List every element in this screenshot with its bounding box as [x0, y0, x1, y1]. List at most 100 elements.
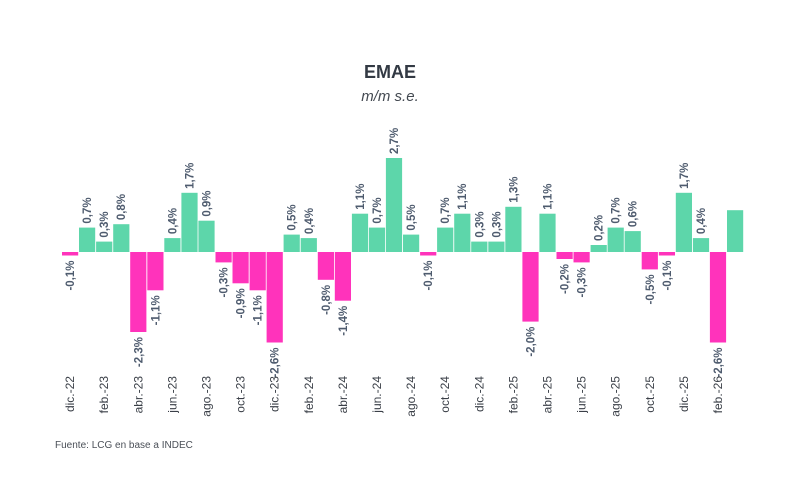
data-label: 1,7% [679, 163, 691, 189]
bar-jun.-24 [368, 227, 386, 252]
bar-feb.-26 [709, 252, 727, 343]
data-label: 0,9% [202, 190, 214, 216]
x-tick-label: feb.-23 [97, 376, 111, 414]
data-label: -1,4% [338, 306, 350, 336]
x-tick-label: abr.-25 [541, 376, 555, 414]
x-tick-label: dic.-25 [677, 376, 691, 412]
bar-may.-23 [147, 252, 164, 291]
bar-dic.-23 [266, 252, 283, 343]
data-label: 0,7% [82, 197, 94, 223]
bar-mar.-24 [317, 252, 334, 280]
bar-mar.-25 [522, 252, 539, 322]
bar-ago.-23 [198, 220, 215, 252]
data-label: 0,7% [372, 197, 384, 223]
bar-ene.-26 [692, 238, 710, 252]
x-tick-label: dic.-23 [268, 376, 282, 412]
bar-oct.-24 [437, 227, 454, 252]
x-tick-label: abr.-24 [336, 376, 350, 414]
x-tick-label: abr.-23 [131, 376, 145, 414]
bar-dic.-24 [471, 241, 488, 252]
data-label: -2,6% [713, 347, 725, 377]
data-label: 0,7% [611, 197, 623, 223]
bar-jul.-24 [385, 158, 403, 252]
bar-ago.-24 [403, 234, 420, 252]
x-tick-label: feb.-24 [302, 376, 316, 414]
bar-sep.-24 [420, 252, 437, 256]
bar-sep.-25 [624, 231, 641, 252]
bar-may.-24 [351, 213, 369, 252]
data-label: 0,4% [304, 208, 316, 234]
data-label: 0,3% [491, 211, 503, 237]
x-tick-label: ago.-25 [609, 376, 623, 417]
bar-feb.-25 [505, 206, 522, 252]
data-label: -2,0% [525, 327, 537, 357]
data-label: 0,4% [167, 208, 179, 234]
data-label: -0,2% [560, 264, 572, 294]
x-tick-label: dic.-24 [472, 376, 486, 412]
bar-dic.-25 [675, 192, 692, 252]
x-tick-label: jun.-24 [370, 376, 384, 414]
data-label: 0,4% [696, 208, 708, 234]
data-label: 1,1% [543, 184, 555, 210]
x-tick-label: jun.-25 [575, 376, 589, 414]
bar-may.-25 [556, 252, 573, 259]
bar-jun.-25 [573, 252, 590, 263]
data-label: -0,1% [423, 260, 435, 290]
data-label: -0,3% [577, 267, 589, 297]
bar-ene.-23 [79, 227, 96, 252]
chart-title: EMAE [363, 62, 416, 82]
data-label: -2,6% [270, 347, 282, 377]
data-label: -1,1% [253, 295, 265, 325]
data-label: -2,3% [133, 337, 145, 367]
x-tick-label: ago.-24 [404, 376, 418, 417]
data-label: 0,5% [287, 204, 299, 230]
x-tick-label: oct.-23 [234, 376, 248, 413]
data-label: 0,5% [406, 204, 418, 230]
data-label: -0,5% [645, 274, 657, 304]
x-tick-label: dic.-22 [63, 376, 77, 412]
bar-mar.-23 [113, 224, 130, 252]
bar-dic.-22 [62, 252, 79, 256]
bar-ago.-25 [607, 227, 624, 252]
bar-oct.-25 [641, 252, 658, 270]
data-label: 0,2% [594, 215, 606, 241]
bar-jun.-23 [164, 238, 181, 252]
bar-nov.-24 [454, 213, 471, 252]
data-label: 0,7% [440, 197, 452, 223]
x-tick-label: jun.-23 [165, 376, 179, 414]
x-tick-label: oct.-24 [438, 376, 452, 413]
data-label: 1,3% [508, 177, 520, 203]
data-label: -0,9% [236, 288, 248, 318]
bar-abr.-25 [539, 213, 556, 252]
data-label: -0,3% [219, 267, 231, 297]
bar-abr.-24 [334, 252, 351, 301]
data-label: -0,1% [65, 260, 77, 290]
data-label: 1,1% [457, 184, 469, 210]
bar-oct.-23 [232, 252, 249, 284]
source-note: Fuente: LCG en base a INDEC [55, 440, 193, 451]
bar-nov.-23 [249, 252, 266, 291]
data-label: 1,1% [355, 184, 367, 210]
bar-ene.-24 [283, 234, 300, 252]
chart-subtitle: m/m s.e. [361, 88, 419, 105]
bar-nov.-25 [658, 252, 675, 256]
x-tick-label: feb.-25 [506, 376, 520, 414]
data-label: -0,8% [321, 285, 333, 315]
data-label: 2,7% [389, 128, 401, 154]
bar-jul.-23 [181, 192, 198, 252]
x-tick-label: oct.-25 [643, 376, 657, 413]
data-label: 0,3% [99, 211, 111, 237]
bar-feb.-23 [96, 241, 113, 252]
data-label: 0,6% [628, 201, 640, 227]
bar-mar.-26 [727, 210, 744, 252]
x-tick-label: feb.-26 [711, 376, 725, 414]
data-label: -1,1% [150, 295, 162, 325]
bar-jul.-25 [590, 245, 607, 252]
x-tick-label: ago.-23 [200, 376, 214, 417]
data-label: -0,1% [662, 260, 674, 290]
data-label: 0,3% [474, 211, 486, 237]
bar-abr.-23 [130, 252, 147, 332]
data-label: 1,7% [184, 163, 196, 189]
data-label: 0,8% [116, 194, 128, 220]
